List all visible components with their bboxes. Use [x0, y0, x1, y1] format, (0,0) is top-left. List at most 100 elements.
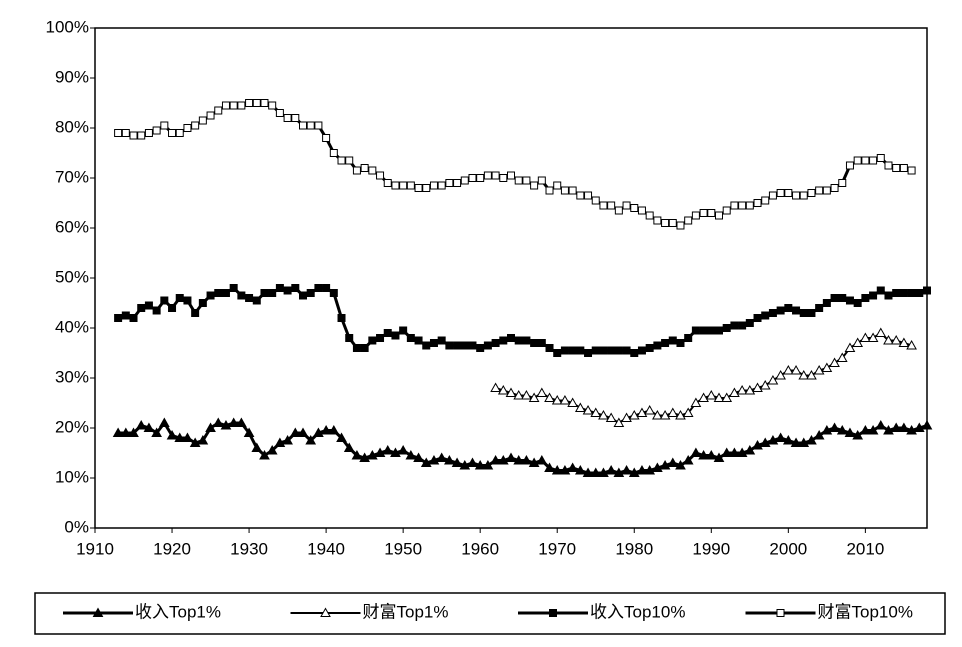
x-tick-label: 1910: [76, 539, 114, 558]
data-point: [144, 301, 153, 310]
data-point: [351, 449, 363, 460]
data-point: [682, 407, 694, 417]
data-point: [229, 101, 238, 110]
data-point: [768, 309, 777, 317]
data-point: [453, 179, 462, 187]
data-point: [406, 181, 415, 190]
data-point: [237, 291, 246, 300]
data-point: [553, 181, 562, 190]
data-point: [545, 344, 554, 352]
data-point: [514, 336, 523, 345]
data-point: [613, 467, 625, 477]
data-point: [174, 432, 186, 442]
data-point: [667, 407, 679, 417]
legend-marker: [549, 609, 557, 617]
data-point: [206, 111, 215, 120]
data-point: [260, 99, 269, 107]
data-point: [129, 131, 138, 140]
data-point: [806, 434, 817, 445]
data-point: [368, 336, 377, 345]
data-point: [852, 337, 864, 347]
data-point: [852, 429, 864, 440]
data-point: [212, 417, 224, 427]
data-point: [807, 309, 816, 317]
data-point: [707, 326, 716, 335]
data-point: [467, 457, 478, 467]
data-point: [614, 346, 623, 355]
data-point: [499, 336, 508, 345]
y-tick-label: 70%: [55, 167, 89, 186]
data-point: [522, 176, 531, 185]
data-point: [152, 126, 161, 135]
data-point: [768, 191, 777, 200]
data-point: [329, 149, 338, 157]
data-point: [875, 327, 887, 337]
x-tick-label: 1940: [307, 539, 345, 558]
data-point: [698, 449, 709, 460]
data-point: [699, 326, 708, 335]
data-point: [784, 189, 793, 197]
data-point: [483, 171, 492, 180]
data-point: [444, 454, 455, 465]
data-point: [729, 447, 740, 457]
data-point: [345, 156, 354, 165]
data-point: [497, 384, 509, 395]
data-point: [898, 337, 910, 347]
data-point: [622, 346, 631, 355]
data-point: [220, 419, 232, 430]
data-point: [282, 434, 293, 445]
data-point: [468, 341, 477, 350]
data-point: [214, 106, 223, 115]
data-point: [784, 304, 793, 312]
data-point: [252, 296, 261, 305]
data-point: [513, 454, 525, 465]
data-point: [337, 314, 346, 322]
data-point: [844, 342, 856, 352]
data-point: [752, 382, 763, 392]
data-point: [845, 296, 854, 305]
data-point: [536, 387, 548, 397]
data-point: [274, 437, 286, 447]
data-point: [468, 174, 477, 182]
data-point: [705, 449, 717, 460]
data-point: [838, 294, 847, 302]
data-point: [422, 341, 431, 350]
data-point: [560, 186, 569, 195]
data-point: [753, 314, 762, 322]
data-point: [923, 286, 931, 295]
data-point: [736, 384, 748, 395]
data-point: [536, 454, 548, 465]
data-point: [736, 447, 748, 457]
data-point: [821, 362, 833, 372]
data-point: [759, 379, 771, 390]
data-point: [191, 121, 200, 130]
data-point: [229, 284, 238, 292]
data-point: [559, 464, 571, 475]
data-point: [366, 449, 378, 460]
data-point: [836, 424, 848, 435]
data-point: [705, 389, 717, 400]
data-point: [867, 424, 879, 435]
data-point: [574, 464, 586, 475]
data-point: [144, 129, 153, 137]
data-point: [698, 392, 709, 402]
data-point: [205, 422, 216, 432]
data-point: [844, 427, 856, 437]
data-point: [299, 291, 307, 300]
data-point: [437, 181, 446, 190]
data-point: [368, 166, 377, 175]
data-point: [514, 176, 523, 185]
data-point: [459, 459, 471, 470]
data-point: [413, 452, 424, 462]
data-point: [807, 189, 816, 197]
data-point: [861, 294, 870, 302]
data-point: [429, 181, 438, 190]
data-point: [722, 324, 731, 332]
data-point: [268, 289, 277, 297]
data-point: [668, 336, 677, 345]
data-point: [644, 464, 656, 475]
data-point: [906, 424, 917, 435]
data-point: [792, 191, 801, 200]
data-point: [476, 344, 485, 352]
data-point: [767, 434, 779, 445]
